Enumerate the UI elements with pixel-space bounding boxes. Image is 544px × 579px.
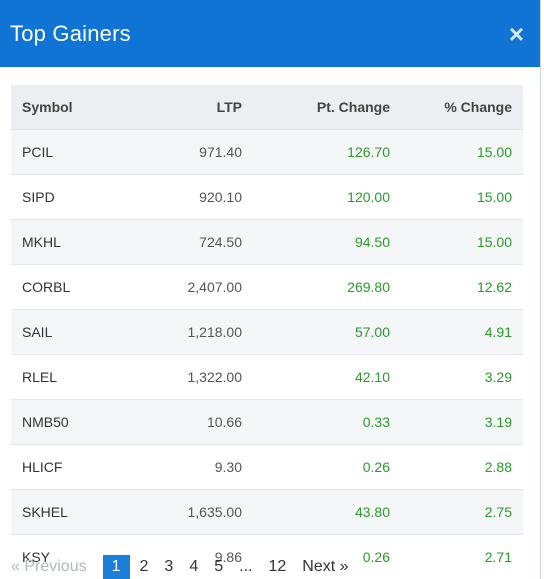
cell-pt-change: 57.00 bbox=[242, 309, 391, 355]
cell-symbol[interactable]: HLICF bbox=[11, 444, 143, 490]
cell-ltp: 971.40 bbox=[143, 129, 242, 175]
cell-pct-change: 2.71 bbox=[391, 534, 523, 578]
table-row: RLEL 1,322.00 42.10 3.29 bbox=[11, 354, 523, 400]
cell-pt-change: 0.26 bbox=[242, 444, 391, 490]
column-header-pt-change[interactable]: Pt. Change bbox=[242, 85, 391, 130]
cell-pt-change: 0.26 bbox=[242, 534, 391, 578]
pagination: « Previous 1 2 3 4 5 ... 12 Next » bbox=[11, 554, 357, 579]
table-row: SKHEL 1,635.00 43.80 2.75 bbox=[11, 489, 523, 535]
cell-symbol[interactable]: PCIL bbox=[11, 129, 143, 175]
cell-symbol[interactable]: RLEL bbox=[11, 354, 143, 400]
cell-symbol[interactable]: SKHEL bbox=[11, 489, 143, 535]
table-header-row: Symbol LTP Pt. Change % Change bbox=[11, 85, 523, 130]
cell-pct-change: 15.00 bbox=[391, 174, 523, 220]
cell-ltp: 10.66 bbox=[143, 399, 242, 445]
cell-ltp: 9.30 bbox=[143, 444, 242, 490]
table-row: MKHL 724.50 94.50 15.00 bbox=[11, 219, 523, 265]
cell-pt-change: 120.00 bbox=[242, 174, 391, 220]
cell-ltp: 1,635.00 bbox=[143, 489, 242, 535]
pagination-ellipsis: ... bbox=[239, 557, 253, 575]
close-icon[interactable]: × bbox=[508, 18, 524, 49]
gainers-table: Symbol LTP Pt. Change % Change PCIL 971.… bbox=[11, 85, 523, 578]
table-row: SAIL 1,218.00 57.00 4.91 bbox=[11, 309, 523, 355]
cell-pt-change: 0.33 bbox=[242, 399, 391, 445]
cell-ltp: 724.50 bbox=[143, 219, 242, 265]
column-header-ltp[interactable]: LTP bbox=[143, 85, 242, 130]
cell-pt-change: 94.50 bbox=[242, 219, 391, 265]
pagination-next[interactable]: Next » bbox=[302, 557, 349, 575]
table-row: PCIL 971.40 126.70 15.00 bbox=[11, 129, 523, 175]
cell-pct-change: 15.00 bbox=[391, 129, 523, 175]
cell-symbol[interactable]: NMB50 bbox=[11, 399, 143, 445]
cell-ltp: 2,407.00 bbox=[143, 264, 242, 310]
cell-symbol[interactable]: SIPD bbox=[11, 174, 143, 220]
table-row: SIPD 920.10 120.00 15.00 bbox=[11, 174, 523, 220]
cell-pt-change: 269.80 bbox=[242, 264, 391, 310]
column-header-pct-change[interactable]: % Change bbox=[391, 85, 523, 130]
cell-ltp: 1,322.00 bbox=[143, 354, 242, 400]
pagination-page-1[interactable]: 1 bbox=[102, 554, 130, 579]
cell-pct-change: 3.29 bbox=[391, 354, 523, 400]
cell-symbol[interactable]: SAIL bbox=[11, 309, 143, 355]
pagination-previous[interactable]: « Previous bbox=[11, 557, 87, 575]
pagination-page-12[interactable]: 12 bbox=[268, 557, 287, 575]
cell-pct-change: 15.00 bbox=[391, 219, 523, 265]
cell-pct-change: 3.19 bbox=[391, 399, 523, 445]
cell-pt-change: 126.70 bbox=[242, 129, 391, 175]
cell-ltp: 1,218.00 bbox=[143, 309, 242, 355]
cell-pct-change: 12.62 bbox=[391, 264, 523, 310]
cell-pct-change: 2.88 bbox=[391, 444, 523, 490]
cell-symbol[interactable]: CORBL bbox=[11, 264, 143, 310]
cell-ltp: 9.86 bbox=[143, 534, 242, 578]
table-row: CORBL 2,407.00 269.80 12.62 bbox=[11, 264, 523, 310]
modal-title: Top Gainers bbox=[10, 20, 131, 46]
table-row: HLICF 9.30 0.26 2.88 bbox=[11, 444, 523, 490]
cell-pct-change: 4.91 bbox=[391, 309, 523, 355]
table-row: KSY 9.86 0.26 2.71 bbox=[11, 534, 523, 578]
pagination-page-5[interactable]: 5 bbox=[214, 557, 224, 575]
cell-pct-change: 2.75 bbox=[391, 489, 523, 535]
modal-header: Top Gainers × bbox=[0, 0, 540, 67]
table-row: NMB50 10.66 0.33 3.19 bbox=[11, 399, 523, 445]
gainers-table-container: Symbol LTP Pt. Change % Change PCIL 971.… bbox=[11, 85, 523, 578]
pagination-page-3[interactable]: 3 bbox=[164, 557, 174, 575]
pagination-page-2[interactable]: 2 bbox=[139, 557, 149, 575]
pagination-page-4[interactable]: 4 bbox=[189, 557, 199, 575]
cell-symbol[interactable]: MKHL bbox=[11, 219, 143, 265]
cell-ltp: 920.10 bbox=[143, 174, 242, 220]
column-header-symbol[interactable]: Symbol bbox=[11, 85, 143, 130]
cell-pt-change: 42.10 bbox=[242, 354, 391, 400]
cell-pt-change: 43.80 bbox=[242, 489, 391, 535]
